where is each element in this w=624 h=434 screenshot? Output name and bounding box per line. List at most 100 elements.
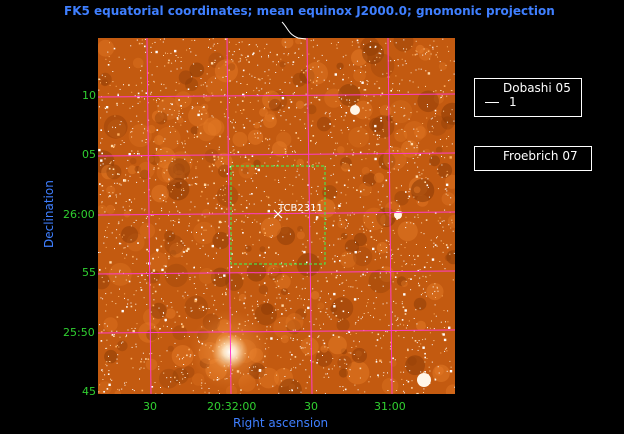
star (413, 223, 415, 225)
star (326, 280, 328, 283)
star (302, 178, 304, 180)
star (233, 153, 235, 155)
star (367, 81, 369, 82)
contour-line (281, 21, 307, 40)
star (225, 64, 227, 66)
star (328, 113, 330, 115)
star (146, 282, 148, 284)
sky-mottle (368, 269, 393, 294)
star (161, 268, 164, 272)
star (393, 105, 395, 107)
star (229, 101, 230, 103)
sky-mottle (295, 38, 302, 45)
star (130, 131, 132, 133)
star (333, 260, 336, 263)
star (266, 195, 268, 197)
star (328, 80, 330, 82)
star (333, 152, 334, 154)
star (302, 197, 304, 199)
star (257, 78, 260, 80)
star (446, 95, 448, 97)
star (286, 155, 288, 157)
star (209, 39, 210, 41)
star (195, 183, 198, 185)
star (363, 89, 365, 91)
star (421, 222, 423, 224)
star (346, 99, 348, 101)
star (295, 176, 297, 178)
star (416, 145, 418, 147)
star (405, 63, 407, 65)
star (127, 245, 129, 247)
star (137, 152, 139, 155)
star (354, 323, 356, 325)
star (351, 44, 353, 46)
sky-image: TCB2311 (98, 38, 455, 394)
sky-mottle (268, 98, 282, 112)
star (126, 254, 128, 256)
star (386, 240, 388, 242)
star (237, 104, 239, 106)
sky-mottle (373, 172, 385, 183)
bright-star-2 (417, 373, 431, 387)
star (310, 140, 312, 142)
star (449, 244, 451, 246)
star (99, 251, 101, 253)
star (453, 252, 455, 254)
star (134, 198, 136, 200)
star (373, 316, 374, 318)
star (280, 129, 282, 131)
star (121, 236, 123, 238)
star (334, 119, 336, 120)
star (245, 244, 247, 246)
star (437, 56, 438, 58)
star (364, 222, 365, 224)
sky-mottle (286, 319, 301, 335)
star (315, 216, 319, 219)
star (304, 311, 306, 313)
star (163, 55, 164, 56)
sky-mottle (267, 264, 280, 277)
star (360, 72, 362, 73)
star (115, 194, 117, 196)
star (360, 175, 362, 177)
star (269, 326, 271, 328)
star (311, 241, 313, 243)
star (319, 238, 321, 240)
sky-mottle (202, 208, 211, 218)
star (261, 78, 263, 80)
star (364, 274, 366, 276)
star (139, 101, 141, 103)
star (327, 373, 328, 375)
star (222, 163, 224, 165)
legend-dobashi-title: Dobashi 05 (503, 81, 571, 95)
star (354, 101, 356, 103)
sky-mottle (268, 267, 283, 281)
sky-mottle (121, 226, 139, 244)
star (105, 293, 107, 295)
sky-mottle (103, 317, 118, 332)
star (315, 190, 317, 192)
star (442, 145, 443, 147)
star (207, 66, 209, 67)
star (135, 343, 137, 345)
star (345, 112, 348, 114)
star (137, 171, 139, 174)
star (257, 46, 258, 48)
star (211, 81, 213, 83)
star (197, 126, 199, 128)
star (399, 83, 401, 85)
star (315, 97, 317, 99)
star (321, 200, 323, 202)
star (158, 218, 160, 220)
star (172, 232, 174, 234)
star (101, 185, 104, 187)
star (141, 90, 143, 92)
star (266, 43, 268, 45)
star (103, 281, 105, 283)
star (277, 160, 279, 162)
star (156, 238, 158, 240)
star (445, 183, 449, 186)
star (237, 266, 239, 268)
sky-mottle (134, 165, 142, 173)
